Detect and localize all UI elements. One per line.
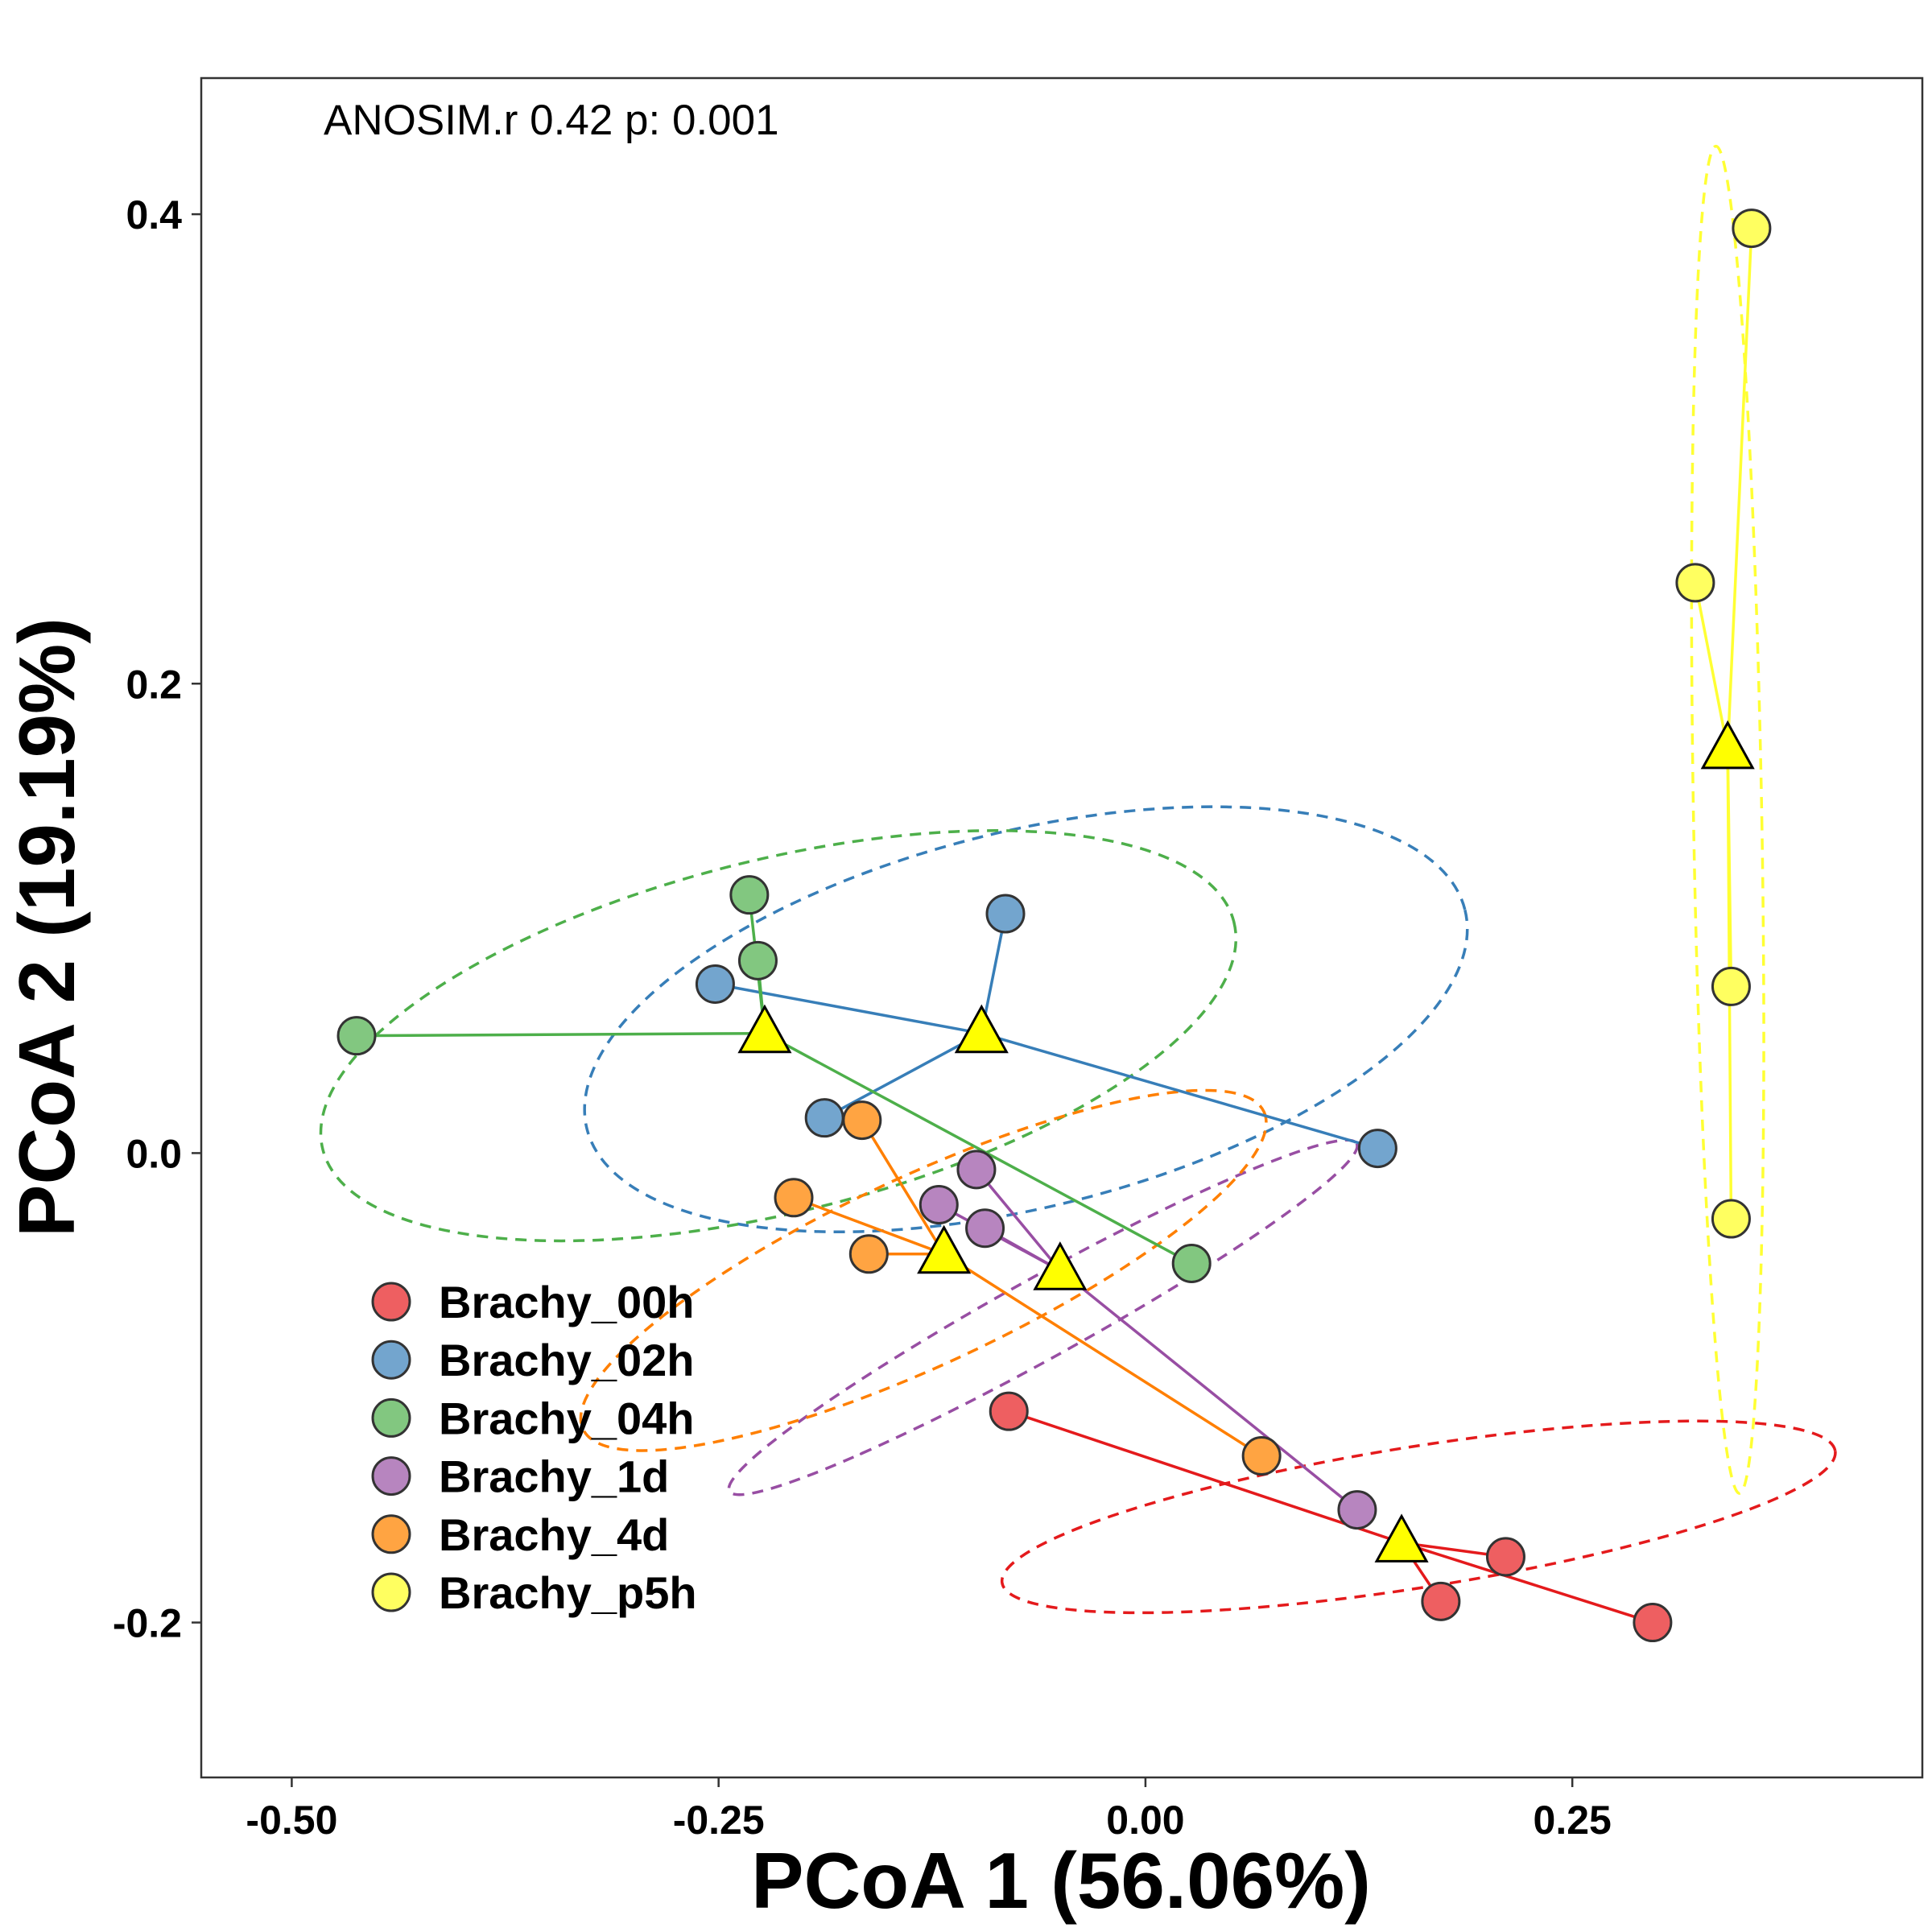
link-brachy-00h-1 — [1008, 1410, 1402, 1545]
y-axis-title: PCoA 2 (19.19%) — [2, 617, 91, 1237]
centroid-brachy-1d — [1033, 1241, 1088, 1290]
link-brachy-04h-1 — [357, 1031, 765, 1038]
legend-label: Brachy_p5h — [439, 1567, 697, 1618]
group-centroids — [737, 720, 1755, 1563]
point-brachy-p5h-2 — [1675, 563, 1715, 603]
point-brachy-02h-2 — [804, 1098, 844, 1138]
point-brachy-4d-4 — [1241, 1436, 1282, 1476]
x-tick-label: 0.00 — [1106, 1798, 1184, 1843]
link-brachy-02h-2 — [824, 1032, 983, 1120]
link-brachy-p5h-2 — [1694, 582, 1729, 750]
legend-key — [371, 1282, 411, 1322]
y-tick-label: 0.4 — [126, 192, 182, 237]
point-brachy-00h-2 — [1421, 1581, 1461, 1621]
y-tick-label: -0.2 — [113, 1601, 182, 1646]
link-brachy-p5h-1 — [1726, 228, 1753, 749]
link-brachy-02h-4 — [980, 1032, 1378, 1150]
ellipse-brachy-4d — [579, 1088, 1268, 1452]
sample-points — [336, 208, 1772, 1643]
point-brachy-1d-2 — [919, 1185, 959, 1225]
axes: -0.50 -0.25 0.00 0.25 -0.2 0.0 0.2 0.4 — [113, 192, 1612, 1843]
plot-panel — [200, 76, 1924, 1779]
point-brachy-4d-1 — [842, 1100, 882, 1141]
x-tick-label: -0.25 — [673, 1798, 765, 1843]
link-brachy-4d-4 — [943, 1253, 1263, 1458]
point-brachy-p5h-4 — [1711, 1199, 1751, 1239]
point-brachy-p5h-1 — [1732, 208, 1772, 249]
point-brachy-1d-4 — [1337, 1490, 1377, 1530]
ellipse-brachy-00h — [1000, 1419, 1837, 1615]
link-brachy-04h-4 — [764, 1032, 1193, 1265]
centroid-brachy-p5h — [1700, 720, 1755, 770]
x-tick-label: 0.25 — [1534, 1798, 1612, 1843]
link-brachy-1d-4 — [1059, 1269, 1359, 1511]
centroid-brachy-00h — [1374, 1513, 1429, 1563]
point-brachy-00h-1 — [989, 1391, 1029, 1431]
link-brachy-1d-1 — [975, 1168, 1062, 1272]
ellipse-brachy-02h — [583, 805, 1469, 1234]
x-axis-title: PCoA 1 (56.06%) — [751, 1836, 1371, 1925]
point-brachy-04h-1 — [336, 1016, 377, 1056]
point-brachy-4d-3 — [848, 1234, 889, 1274]
ellipse-brachy-p5h — [1690, 144, 1765, 1495]
link-brachy-4d-1 — [861, 1119, 946, 1255]
point-brachy-4d-2 — [774, 1178, 814, 1218]
link-brachy-00h-4 — [1401, 1541, 1653, 1624]
point-brachy-p5h-3 — [1711, 966, 1751, 1006]
legend-key — [371, 1340, 411, 1380]
legend-key — [371, 1572, 411, 1612]
point-brachy-00h-3 — [1485, 1537, 1525, 1577]
centroid-brachy-4d — [917, 1224, 972, 1274]
legend-key — [371, 1514, 411, 1554]
point-brachy-00h-4 — [1633, 1603, 1673, 1643]
legend-label: Brachy_04h — [439, 1393, 695, 1443]
legend-label: Brachy_1d — [439, 1451, 669, 1502]
point-brachy-02h-3 — [985, 894, 1026, 934]
anosim-annotation: ANOSIM.r 0.42 p: 0.001 — [324, 97, 779, 144]
link-brachy-4d-2 — [793, 1196, 945, 1256]
legend-label: Brachy_00h — [439, 1277, 695, 1327]
point-brachy-04h-4 — [1171, 1243, 1212, 1283]
legend-key — [371, 1456, 411, 1496]
legend: Brachy_00h Brachy_02h Brachy_04h Brachy_1d B… — [371, 1277, 697, 1618]
point-brachy-1d-1 — [956, 1150, 997, 1190]
point-brachy-02h-4 — [1357, 1129, 1397, 1169]
centroid-brachy-04h — [737, 1004, 792, 1054]
legend-label: Brachy_4d — [439, 1509, 669, 1560]
point-brachy-04h-2 — [729, 875, 770, 915]
legend-key — [371, 1397, 411, 1438]
point-brachy-02h-1 — [695, 964, 735, 1004]
point-brachy-04h-3 — [737, 940, 778, 980]
y-tick-label: 0.0 — [126, 1131, 182, 1176]
ellipse-brachy-04h — [319, 829, 1238, 1243]
y-tick-label: 0.2 — [126, 662, 182, 707]
legend-label: Brachy_02h — [439, 1335, 695, 1385]
centroid-brachy-02h — [954, 1004, 1009, 1054]
x-tick-label: -0.50 — [246, 1798, 337, 1843]
point-brachy-1d-3 — [965, 1208, 1005, 1249]
